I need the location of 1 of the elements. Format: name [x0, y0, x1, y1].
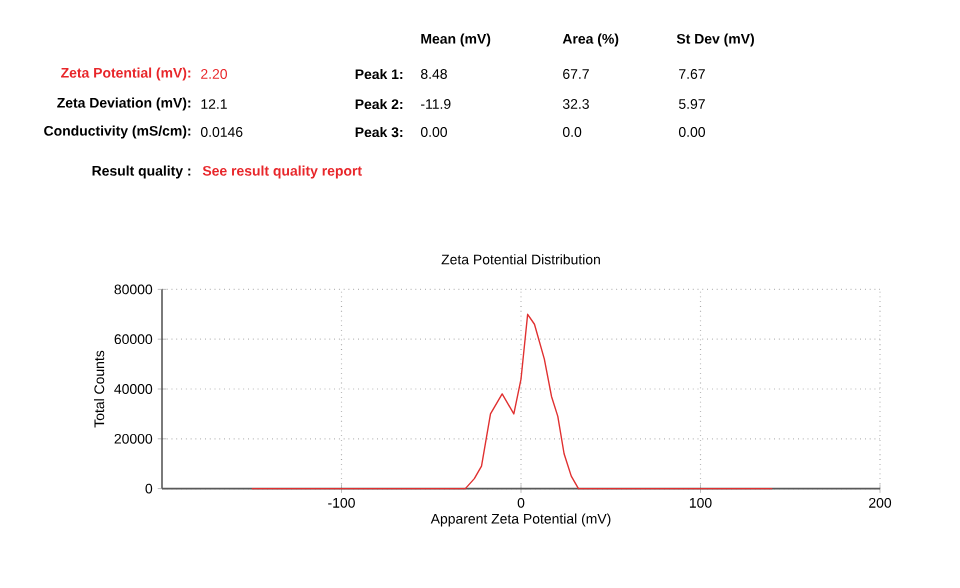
line-series — [251, 313, 773, 490]
